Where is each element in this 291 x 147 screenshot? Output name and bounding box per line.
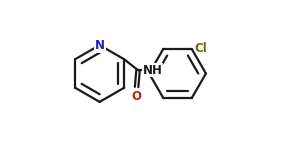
Text: O: O	[132, 90, 142, 103]
Text: Cl: Cl	[194, 42, 207, 55]
Text: NH: NH	[143, 64, 163, 77]
Text: N: N	[95, 39, 105, 52]
